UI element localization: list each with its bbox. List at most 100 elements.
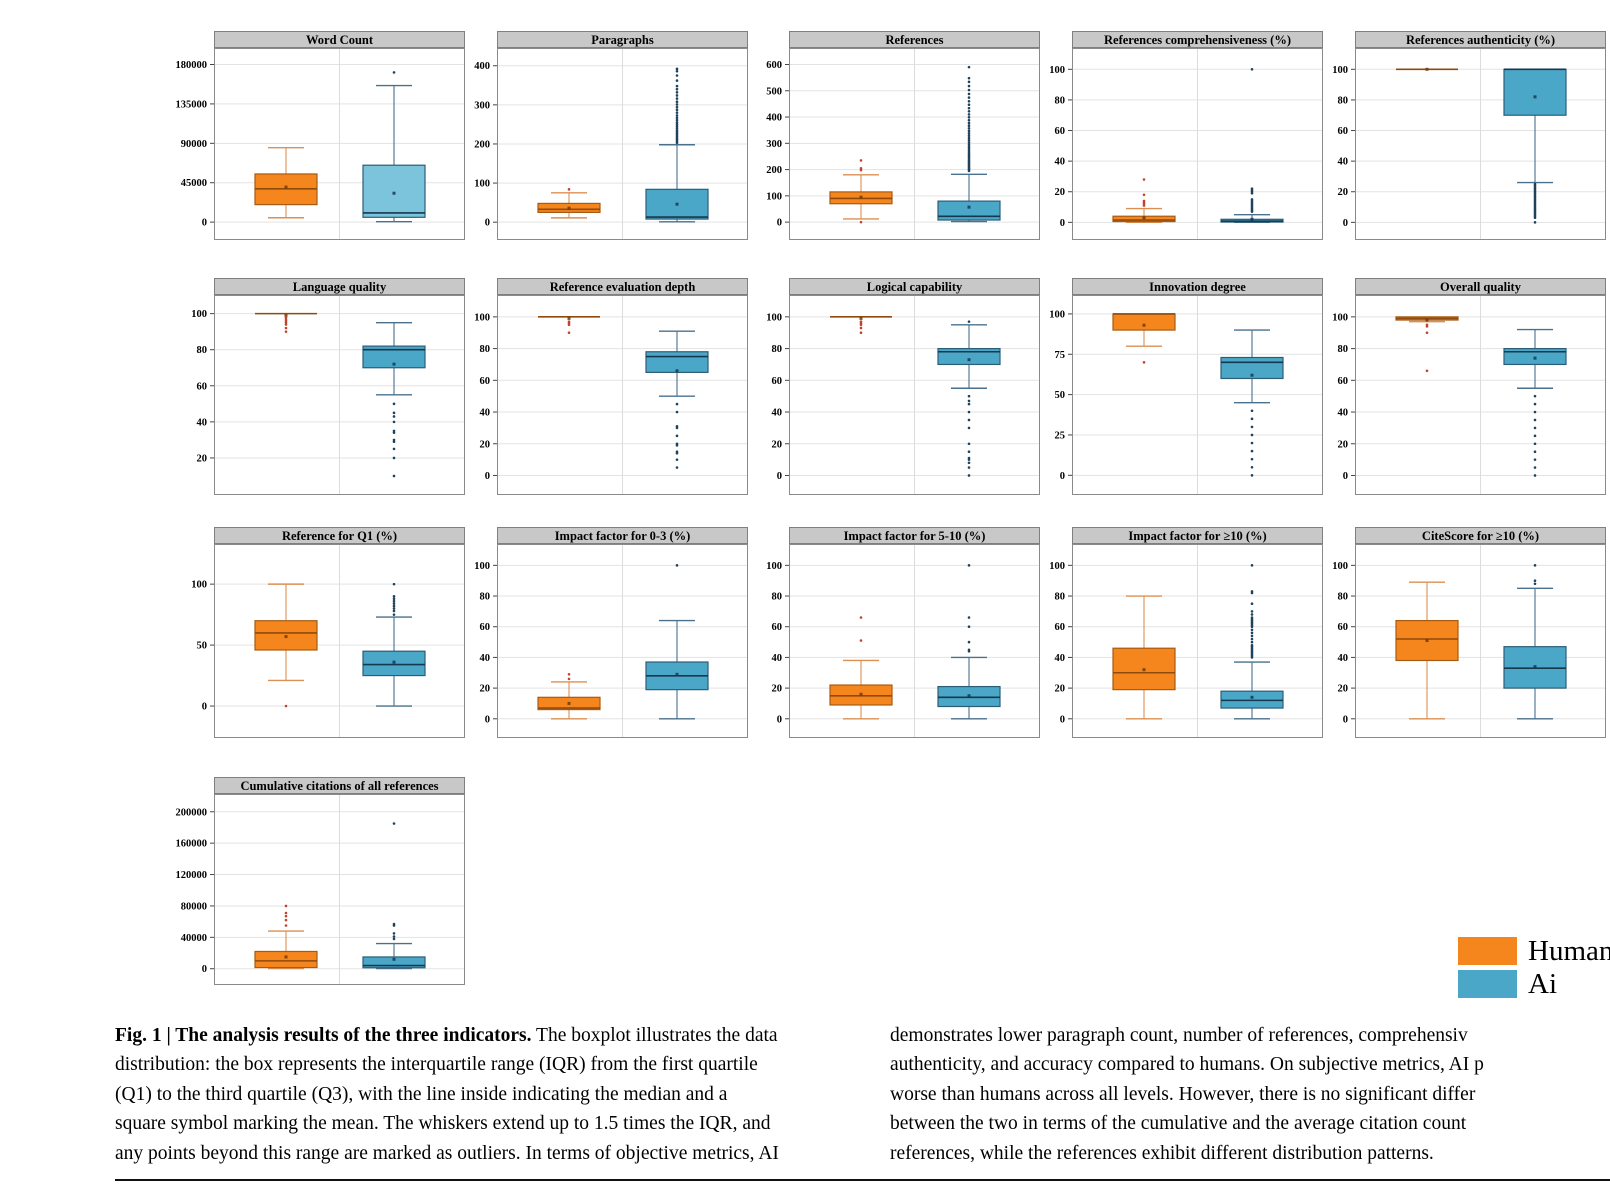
svg-text:600: 600 bbox=[766, 60, 782, 71]
svg-text:80000: 80000 bbox=[181, 901, 207, 912]
legend-label-human: Human bbox=[1528, 935, 1610, 967]
svg-text:400: 400 bbox=[474, 61, 490, 72]
caption-lead-rest: The boxplot illustrates the data bbox=[531, 1025, 778, 1046]
panel-title: Language quality bbox=[214, 278, 465, 295]
caption-lead-bold: Fig. 1 | The analysis results of the thr… bbox=[115, 1025, 532, 1046]
panel-plot-area: 0 100 200 300 400 bbox=[474, 48, 748, 240]
panel-title: CiteScore for ≥10 (%) bbox=[1355, 527, 1606, 544]
svg-text:40: 40 bbox=[1338, 653, 1349, 664]
svg-text:45000: 45000 bbox=[181, 178, 207, 189]
svg-text:135000: 135000 bbox=[176, 99, 208, 110]
svg-text:40: 40 bbox=[480, 408, 491, 419]
legend-swatch-human bbox=[1458, 937, 1517, 965]
svg-text:40: 40 bbox=[772, 653, 783, 664]
svg-text:0: 0 bbox=[485, 471, 490, 482]
svg-text:60: 60 bbox=[480, 376, 491, 387]
panel-title: Innovation degree bbox=[1072, 278, 1323, 295]
svg-text:25: 25 bbox=[1055, 430, 1066, 441]
svg-text:90000: 90000 bbox=[181, 139, 207, 150]
svg-text:80: 80 bbox=[1055, 592, 1066, 603]
caption-right-column: demonstrates lower paragraph count, numb… bbox=[890, 1021, 1610, 1168]
svg-text:20: 20 bbox=[197, 453, 208, 464]
caption-line: distribution: the box represents the int… bbox=[115, 1054, 758, 1076]
svg-text:60: 60 bbox=[772, 376, 783, 387]
svg-text:80: 80 bbox=[772, 592, 783, 603]
svg-text:80: 80 bbox=[1338, 592, 1349, 603]
svg-text:60: 60 bbox=[1055, 622, 1066, 633]
svg-text:0: 0 bbox=[1060, 714, 1065, 725]
svg-text:80: 80 bbox=[772, 344, 783, 355]
boxplot-panel-logical-capability: Logical capability 0 20 40 60 80 100 bbox=[743, 278, 1040, 495]
svg-text:60: 60 bbox=[1338, 376, 1349, 387]
svg-text:0: 0 bbox=[777, 218, 782, 229]
svg-text:80: 80 bbox=[480, 592, 491, 603]
boxplot-panel-references-comprehensiveness: References comprehensiveness (%) 0 20 40 60 8… bbox=[1026, 31, 1323, 240]
svg-text:50: 50 bbox=[197, 641, 208, 652]
boxplot-panel-citescore-for-10: CiteScore for ≥10 (%) 0 20 40 60 80 100 bbox=[1309, 527, 1606, 738]
panel-plot-area: 0 25 50 75 100 bbox=[1049, 295, 1323, 495]
svg-text:80: 80 bbox=[1338, 344, 1349, 355]
panel-plot-area: 0 20 40 60 80 100 bbox=[1332, 544, 1606, 738]
svg-text:0: 0 bbox=[202, 964, 207, 975]
svg-text:80: 80 bbox=[480, 344, 491, 355]
panel-plot-area: 0 20 40 60 80 100 bbox=[474, 295, 748, 495]
caption-line: any points beyond this range are marked … bbox=[115, 1142, 779, 1164]
svg-text:60: 60 bbox=[772, 622, 783, 633]
svg-text:120000: 120000 bbox=[176, 870, 208, 881]
svg-text:100: 100 bbox=[766, 561, 782, 572]
boxplot-panel-word-count: Word Count 0 45000 90000 135000 180000 bbox=[168, 31, 465, 240]
panel-plot-area: 0 45000 90000 135000 180000 bbox=[176, 48, 465, 240]
caption-line: authenticity, and accuracy compared to h… bbox=[890, 1054, 1484, 1076]
svg-text:400: 400 bbox=[766, 113, 782, 124]
legend-label-ai: Ai bbox=[1528, 968, 1557, 1000]
svg-text:0: 0 bbox=[777, 471, 782, 482]
legend: Human Ai bbox=[1458, 936, 1610, 1002]
svg-text:0: 0 bbox=[1060, 218, 1065, 229]
panel-plot-area: 0 50 100 bbox=[191, 544, 465, 738]
svg-text:100: 100 bbox=[474, 561, 490, 572]
svg-text:100: 100 bbox=[191, 309, 207, 320]
svg-text:20: 20 bbox=[1055, 187, 1066, 198]
svg-text:100: 100 bbox=[766, 191, 782, 202]
panel-plot-area: 0 20 40 60 80 100 bbox=[1332, 48, 1606, 240]
boxplot-panel-innovation-degree: Innovation degree 0 25 50 75 100 bbox=[1026, 278, 1323, 495]
svg-text:60: 60 bbox=[1338, 622, 1349, 633]
panel-title: Logical capability bbox=[789, 278, 1040, 295]
boxplot-panel-impact-factor-for-0-3: Impact factor for 0-3 (%) 0 20 40 60 80 100 bbox=[451, 527, 748, 738]
svg-text:20: 20 bbox=[1055, 684, 1066, 695]
boxplot-panel-impact-factor-for-5-10: Impact factor for 5-10 (%) 0 20 40 60 80 100 bbox=[743, 527, 1040, 738]
panel-title: Impact factor for 0-3 (%) bbox=[497, 527, 748, 544]
panel-title: Reference evaluation depth bbox=[497, 278, 748, 295]
svg-text:50: 50 bbox=[1055, 390, 1066, 401]
svg-text:100: 100 bbox=[474, 179, 490, 190]
boxplot-panel-language-quality: Language quality 20 40 60 80 100 bbox=[168, 278, 465, 495]
svg-text:200: 200 bbox=[474, 139, 490, 150]
svg-text:20: 20 bbox=[480, 439, 491, 450]
panel-plot-area: 0 20 40 60 80 100 bbox=[766, 544, 1040, 738]
svg-text:40: 40 bbox=[1338, 157, 1349, 168]
caption-line: (Q1) to the third quartile (Q3), with th… bbox=[115, 1083, 728, 1105]
svg-text:0: 0 bbox=[1343, 471, 1348, 482]
legend-item-ai: Ai bbox=[1458, 969, 1610, 999]
boxplot-panel-references: References 0 100 200 300 400 500 600 bbox=[743, 31, 1040, 240]
svg-text:0: 0 bbox=[202, 218, 207, 229]
caption-line: references, while the references exhibit… bbox=[890, 1142, 1434, 1164]
panel-title: Cumulative citations of all references bbox=[214, 777, 465, 794]
panel-plot-area: 0 20 40 60 80 100 bbox=[1049, 48, 1323, 240]
svg-text:40: 40 bbox=[480, 653, 491, 664]
svg-text:0: 0 bbox=[485, 714, 490, 725]
panel-title: Overall quality bbox=[1355, 278, 1606, 295]
svg-text:160000: 160000 bbox=[176, 839, 208, 850]
svg-text:80: 80 bbox=[1338, 95, 1349, 106]
svg-text:100: 100 bbox=[474, 312, 490, 323]
svg-text:180000: 180000 bbox=[176, 60, 208, 71]
boxplot-panel-reference-evaluation-depth: Reference evaluation depth 0 20 40 60 80 100 bbox=[451, 278, 748, 495]
caption-line: between the two in terms of the cumulati… bbox=[890, 1113, 1467, 1135]
caption-line: square symbol marking the mean. The whis… bbox=[115, 1113, 771, 1135]
panel-plot-area: 0 20 40 60 80 100 bbox=[474, 544, 748, 738]
svg-text:20: 20 bbox=[1338, 187, 1349, 198]
boxplot-panel-overall-quality: Overall quality 0 20 40 60 80 100 bbox=[1309, 278, 1606, 495]
svg-text:40: 40 bbox=[1055, 653, 1066, 664]
svg-text:80: 80 bbox=[1055, 95, 1066, 106]
